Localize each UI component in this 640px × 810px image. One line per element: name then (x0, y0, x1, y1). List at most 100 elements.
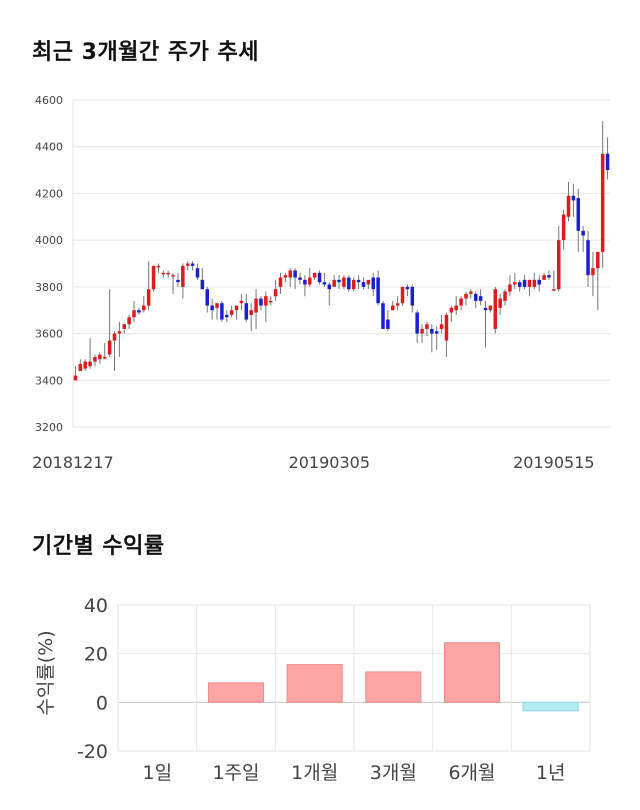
candle-up (366, 279, 371, 285)
candle-up (132, 310, 136, 318)
x-tick-label: 3개월 (370, 762, 417, 784)
x-tick-label: 1개월 (291, 762, 338, 784)
candle-grid (72, 99, 610, 428)
return-bar (522, 701, 579, 712)
candle-down (220, 303, 224, 320)
candle-down (547, 275, 551, 278)
y-axis-label: 수익률(%) (35, 630, 57, 715)
x-tick-label: 20190305 (289, 453, 370, 472)
candle-up (171, 275, 175, 277)
candle-down (317, 272, 322, 283)
candle-up (78, 363, 83, 371)
x-tick-label: 1주일 (212, 762, 259, 784)
candle-up (268, 300, 273, 303)
candle-up (552, 289, 556, 291)
candle-up (185, 263, 190, 266)
candle-up (400, 286, 405, 304)
candle-up (332, 279, 336, 287)
candle-up (102, 356, 107, 359)
candle-up (283, 275, 288, 278)
candle-down (434, 331, 439, 334)
candle-down (410, 286, 415, 306)
candle-down (347, 277, 351, 290)
candle-down (517, 282, 522, 287)
candle-up (527, 279, 532, 287)
candle-up (591, 268, 595, 276)
candle-up (600, 153, 605, 252)
candle-down (361, 282, 366, 287)
candle-up (288, 270, 292, 278)
return-bar (207, 682, 265, 703)
candle-down (327, 284, 332, 290)
candle-down (405, 286, 410, 290)
candle-up (98, 354, 102, 360)
candle-up (83, 361, 87, 369)
x-tick-label: 1일 (143, 762, 173, 784)
candle-up (156, 265, 161, 268)
candle-up (561, 214, 566, 241)
candle-up (488, 305, 493, 311)
candle-up (342, 277, 346, 287)
candle-up (503, 291, 507, 301)
x-tick-label: 1년 (536, 762, 566, 784)
candle-down (381, 303, 385, 329)
candle-x-axis: 20181217 20190305 20190515 (32, 453, 594, 472)
bar-series (207, 642, 579, 712)
candle-up (73, 375, 78, 381)
candle-up (181, 265, 185, 287)
candle-up (464, 293, 468, 299)
y-tick-label: 0 (96, 692, 108, 714)
x-tick-label: 6개월 (448, 762, 495, 784)
candle-up (391, 305, 395, 311)
candle-down (356, 279, 361, 283)
candle-up (308, 277, 312, 285)
candle-down (176, 279, 180, 283)
y-tick-label: 3400 (35, 374, 63, 387)
bar-grid (117, 604, 591, 752)
y-tick-label: 4600 (35, 94, 63, 107)
candle-up (273, 289, 278, 297)
candle-up (151, 265, 156, 290)
candle-down (537, 279, 541, 285)
candle-up (459, 298, 463, 306)
returns-bar-chart: -20 0 20 40 1일 1주일 1개월 3개월 6개월 1년 수익률(%) (35, 595, 591, 784)
candle-up (166, 272, 170, 275)
candle-up (498, 298, 502, 308)
candle-down (430, 328, 434, 334)
candle-down (200, 279, 205, 290)
candle-up (439, 324, 444, 329)
y-tick-label: 3800 (35, 281, 63, 294)
candle-down (371, 277, 375, 290)
candle-up (493, 289, 498, 329)
candle-down (483, 307, 488, 311)
candle-up (215, 303, 219, 308)
price-trend-title: 최근 3개월간 주가 추세 (32, 40, 259, 65)
candle-up (351, 279, 356, 290)
candle-up (88, 361, 92, 367)
candle-up (249, 310, 253, 315)
candle-up (312, 272, 317, 278)
candle-down (478, 296, 483, 301)
candle-series (73, 121, 610, 381)
candle-up (532, 279, 537, 287)
candle-up (596, 251, 600, 269)
candle-y-axis: 3200 3400 3600 3800 4000 4200 4400 4600 (35, 94, 63, 434)
candle-up (127, 317, 131, 325)
bar-axes: -20 0 20 40 1일 1주일 1개월 3개월 6개월 1년 수익률(%) (35, 595, 565, 784)
candle-up (122, 324, 127, 329)
candle-up (444, 314, 449, 341)
return-bar (365, 671, 422, 703)
candle-down (190, 263, 195, 266)
candle-down (210, 305, 214, 311)
candle-up (93, 356, 97, 362)
candle-down (303, 279, 307, 285)
candle-up (513, 282, 517, 285)
candle-down (225, 314, 229, 318)
x-tick-label: 20181217 (32, 453, 113, 472)
candle-down (473, 293, 478, 301)
candle-up (117, 331, 122, 334)
candle-up (420, 328, 424, 334)
y-tick-label: 4200 (35, 187, 63, 200)
candle-down (586, 240, 590, 276)
candle-down (522, 279, 527, 287)
